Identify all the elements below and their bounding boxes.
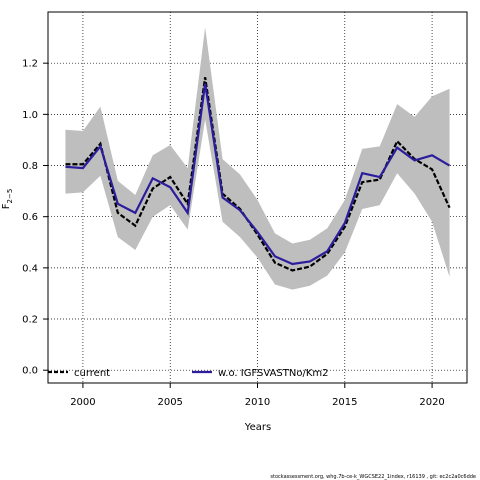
svg-text:F2−5: F2−5: [1, 189, 14, 210]
series-current-line: [65, 77, 451, 272]
y-tick-label: 0.6: [22, 212, 38, 223]
y-axis-label: F2−5: [1, 189, 14, 210]
x-axis: 2000 2005 2010 2015 2020: [70, 383, 445, 408]
y-tick-label: 0.8: [22, 161, 38, 172]
y-axis-label-subscript: 2−5: [6, 189, 14, 204]
x-tick-label: 2000: [70, 397, 95, 408]
confidence-band: [65, 27, 450, 290]
legend-current-label: current: [74, 368, 110, 379]
footer-text: stockassessment.org, whg.7b-ce-k_WGCSE22…: [270, 474, 476, 480]
y-axis-label-main: F: [1, 203, 12, 209]
x-axis-label: Years: [244, 422, 271, 433]
grid: [48, 12, 467, 383]
y-tick-label: 1.0: [22, 110, 38, 121]
x-tick-label: 2010: [245, 397, 270, 408]
legend-wo-label: w.o. IGFSVASTNo/Km2: [218, 368, 329, 379]
y-tick-label: 0.0: [22, 366, 38, 377]
x-tick-label: 2020: [419, 397, 444, 408]
y-axis: 0.0 0.2 0.4 0.6 0.8 1.0 1.2: [22, 59, 48, 377]
series-wo-igfsvastno-line: [65, 83, 451, 266]
x-tick-label: 2015: [332, 397, 357, 408]
y-tick-label: 0.2: [22, 315, 38, 326]
y-tick-label: 1.2: [22, 59, 38, 70]
x-tick-label: 2005: [157, 397, 182, 408]
y-tick-label: 0.4: [22, 263, 38, 274]
legend: current w.o. IGFSVASTNo/Km2: [48, 368, 329, 379]
